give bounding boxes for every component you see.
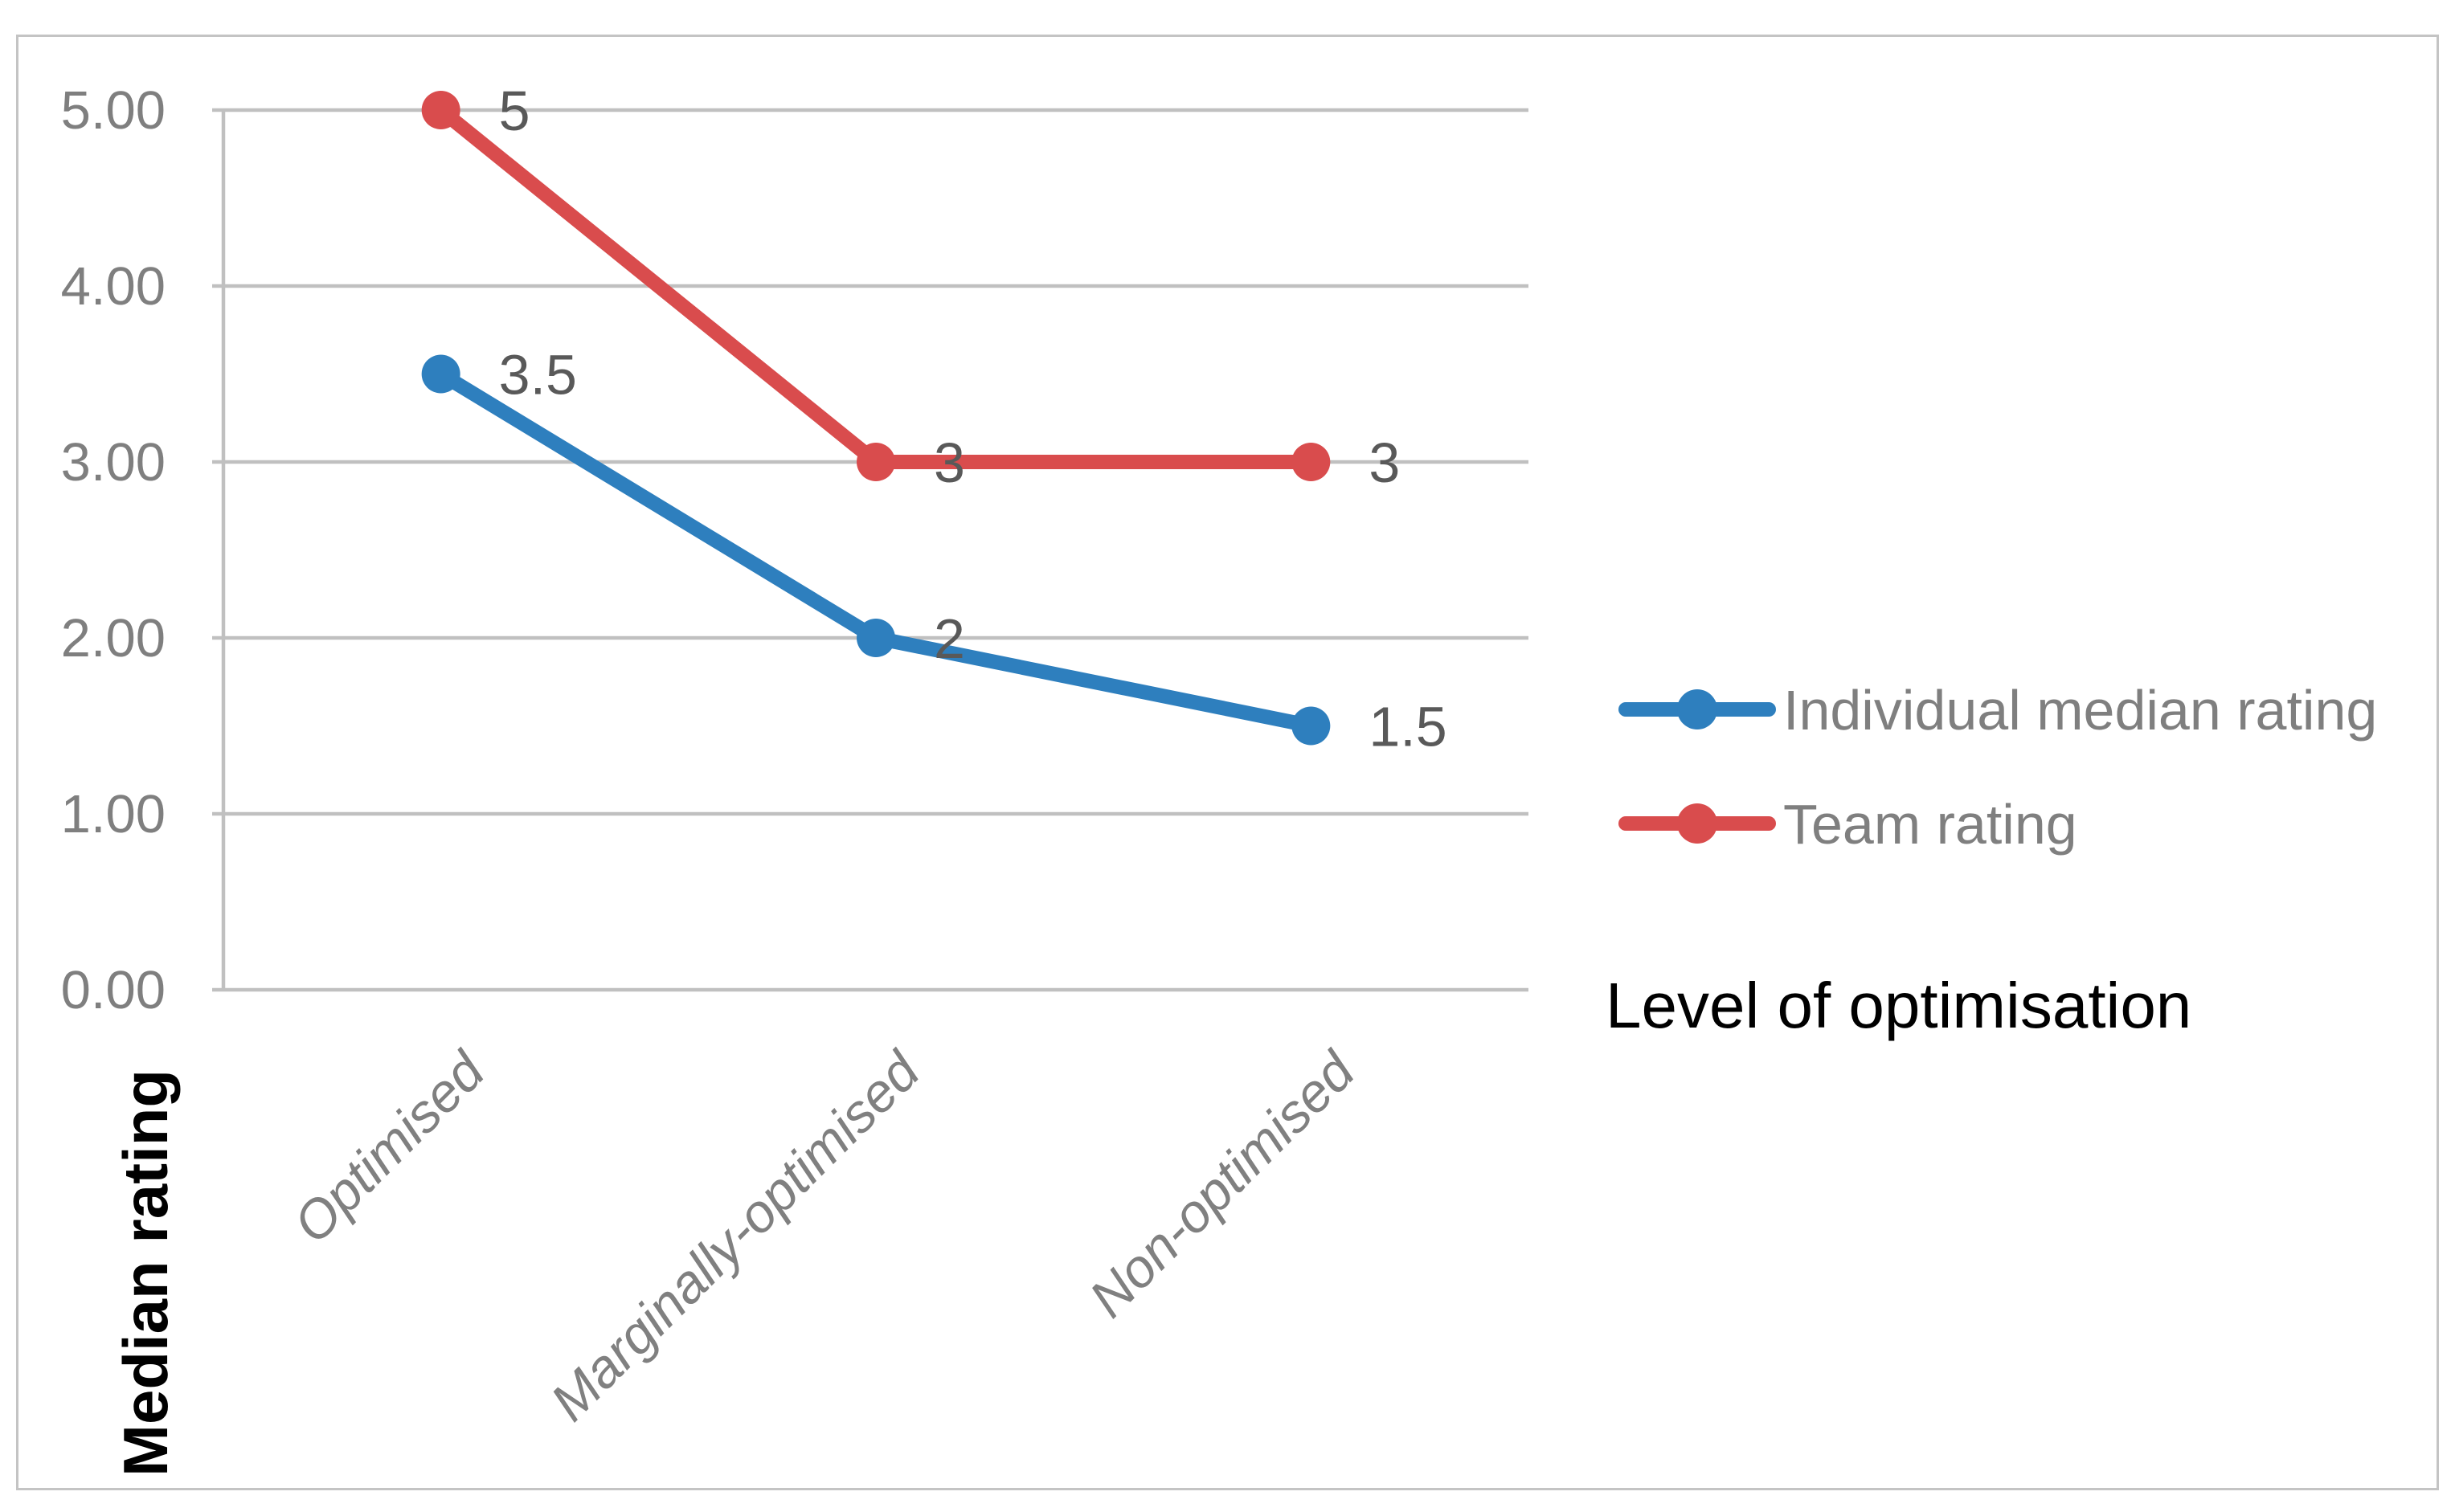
data-label: 3.5 bbox=[499, 344, 577, 407]
data-point-marker bbox=[857, 443, 895, 481]
y-axis-title: Median rating bbox=[110, 1069, 181, 1477]
legend-item-label: Individual median rating bbox=[1783, 679, 2377, 742]
legend-item-label: Team rating bbox=[1783, 793, 2077, 856]
x-axis-category-label: Non-optimised bbox=[1078, 1040, 1367, 1329]
y-axis-tick-label: 1.00 bbox=[61, 784, 166, 844]
data-label: 3 bbox=[934, 431, 965, 494]
y-axis-tick-label: 3.00 bbox=[61, 432, 166, 492]
x-axis-title: Level of optimisation bbox=[1606, 970, 2192, 1041]
data-point-marker bbox=[421, 91, 460, 129]
legend-swatch-marker bbox=[1677, 803, 1717, 844]
series-line-individual bbox=[433, 366, 1319, 734]
data-label: 2 bbox=[934, 607, 965, 670]
y-axis-tick-label: 2.00 bbox=[61, 608, 166, 668]
data-label: 3 bbox=[1369, 431, 1400, 494]
x-axis-category-label: Marginally-optimised bbox=[539, 1040, 932, 1432]
data-point-marker bbox=[1291, 443, 1331, 481]
x-axis-category-label: Optimised bbox=[282, 1040, 497, 1255]
data-point-marker bbox=[1291, 706, 1331, 746]
data-label: 5 bbox=[499, 80, 530, 142]
legend-swatch-marker bbox=[1677, 689, 1717, 729]
y-axis-tick-label: 4.00 bbox=[61, 256, 166, 317]
data-label: 1.5 bbox=[1369, 696, 1446, 758]
data-point-marker bbox=[421, 354, 460, 394]
y-axis-tick-label: 5.00 bbox=[61, 80, 166, 141]
y-axis-tick-label: 0.00 bbox=[61, 960, 166, 1020]
data-point-marker bbox=[857, 619, 895, 657]
